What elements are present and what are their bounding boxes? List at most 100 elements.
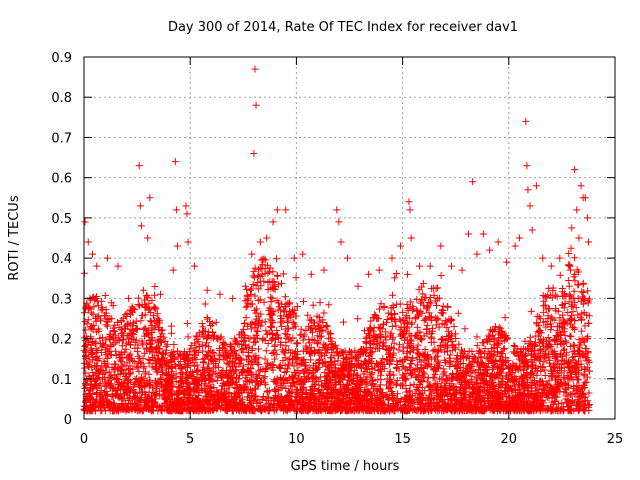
data-point (317, 373, 325, 381)
data-point (377, 300, 385, 308)
data-point (300, 347, 308, 355)
data-point (144, 234, 152, 242)
data-point (532, 365, 540, 373)
data-point (488, 372, 496, 380)
data-point (125, 294, 133, 302)
data-point (562, 389, 570, 397)
data-point (558, 399, 566, 407)
data-point (126, 365, 134, 373)
data-point (407, 356, 415, 364)
data-point (541, 371, 549, 379)
data-point (416, 328, 424, 336)
data-point (279, 348, 287, 356)
data-point (241, 282, 249, 290)
data-point (521, 352, 529, 360)
data-point (430, 291, 438, 299)
data-point (100, 389, 108, 397)
data-point (136, 202, 144, 210)
data-point (252, 101, 260, 109)
data-point (180, 355, 188, 363)
data-point (574, 397, 582, 405)
data-point (566, 405, 574, 413)
data-point (573, 206, 581, 214)
data-point (551, 355, 559, 363)
data-point (81, 326, 89, 334)
data-point (276, 318, 284, 326)
data-point (556, 271, 564, 279)
data-point (84, 316, 92, 324)
data-point (205, 360, 213, 368)
data-point (264, 360, 272, 368)
data-point (545, 377, 553, 385)
data-point (83, 341, 91, 349)
data-point (430, 364, 438, 372)
data-point (392, 269, 400, 277)
data-point (169, 266, 177, 274)
data-point (280, 380, 288, 388)
data-point (324, 345, 332, 353)
data-point (585, 319, 593, 327)
data-point (158, 326, 166, 334)
data-point (184, 333, 192, 341)
data-point (148, 363, 156, 371)
data-point (490, 383, 498, 391)
data-point (445, 332, 453, 340)
data-point (392, 381, 400, 389)
data-point (450, 343, 458, 351)
data-point (539, 254, 547, 262)
data-point (174, 395, 182, 403)
data-point (310, 374, 318, 382)
data-point (558, 301, 566, 309)
data-point (313, 340, 321, 348)
data-point (94, 347, 102, 355)
data-point (570, 273, 578, 281)
data-point (112, 360, 120, 368)
data-point (255, 345, 263, 353)
data-point (399, 308, 407, 316)
data-point (504, 384, 512, 392)
data-point (354, 282, 362, 290)
data-point (569, 341, 577, 349)
data-point (558, 284, 566, 292)
data-point (183, 319, 191, 327)
data-point (473, 250, 481, 258)
data-point (130, 381, 138, 389)
data-point (399, 371, 407, 379)
data-point (199, 359, 207, 367)
data-point (343, 254, 351, 262)
data-point (377, 381, 385, 389)
data-point (104, 378, 112, 386)
data-point (527, 307, 535, 315)
data-point (305, 399, 313, 407)
data-point (262, 347, 270, 355)
data-point (117, 394, 125, 402)
data-point (398, 363, 406, 371)
data-point (432, 353, 440, 361)
data-point (371, 394, 379, 402)
data-point (532, 182, 540, 190)
data-point (93, 375, 101, 383)
data-point (141, 324, 149, 332)
data-point (373, 339, 381, 347)
data-point (435, 294, 443, 302)
data-point (403, 349, 411, 357)
data-point (253, 359, 261, 367)
data-point (481, 345, 489, 353)
data-point (316, 326, 324, 334)
data-point (199, 347, 207, 355)
data-point (448, 346, 456, 354)
data-point (511, 242, 519, 250)
data-point (405, 198, 413, 206)
data-point (578, 288, 586, 296)
data-point (346, 349, 354, 357)
data-point (468, 376, 476, 384)
data-point (583, 354, 591, 362)
data-point (471, 353, 479, 361)
data-point (416, 262, 424, 270)
data-point (100, 357, 108, 365)
data-point (243, 393, 251, 401)
data-point (175, 391, 183, 399)
data-point (216, 290, 224, 298)
data-point (207, 388, 214, 396)
data-point (90, 303, 98, 311)
